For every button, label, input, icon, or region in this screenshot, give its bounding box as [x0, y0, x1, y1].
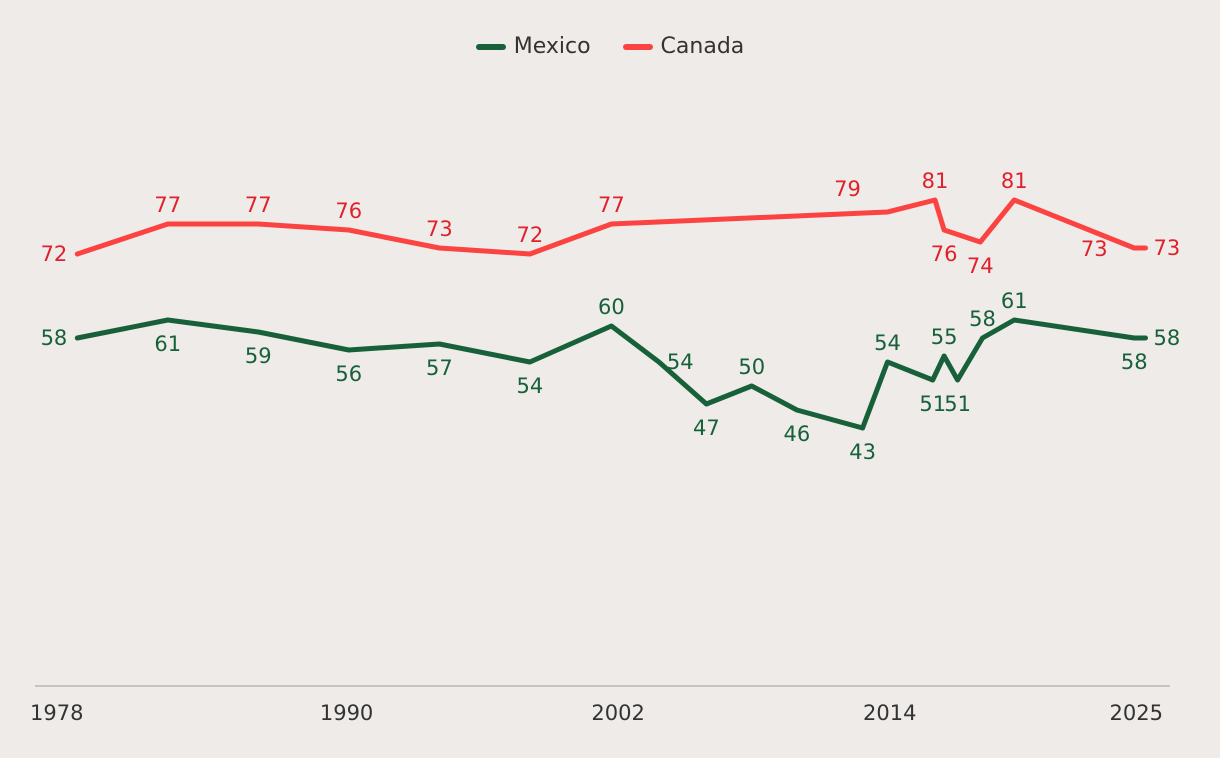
legend-swatch-canada — [622, 43, 653, 50]
data-label-mexico: 58 — [1121, 350, 1148, 374]
data-label-mexico: 50 — [738, 355, 765, 379]
x-tick-label: 1990 — [320, 701, 373, 725]
data-label-canada: 81 — [1001, 169, 1028, 193]
data-label-canada: 72 — [41, 242, 68, 266]
data-label-mexico: 43 — [849, 440, 876, 464]
data-label-mexico: 55 — [931, 325, 958, 349]
data-label-canada: 77 — [154, 193, 181, 217]
data-label-mexico: 54 — [874, 331, 901, 355]
data-label-canada: 72 — [517, 223, 544, 247]
legend-label-canada: Canada — [660, 34, 745, 59]
data-label-mexico: 59 — [245, 344, 272, 368]
data-label-mexico: 58 — [1154, 326, 1181, 350]
legend-item-mexico: Mexico — [475, 34, 591, 59]
data-label-mexico: 56 — [335, 362, 362, 386]
data-label-mexico: 51 — [944, 392, 971, 416]
data-label-mexico: 54 — [667, 350, 694, 374]
legend-item-canada: Canada — [622, 34, 745, 59]
data-label-canada: 79 — [834, 177, 861, 201]
x-tick-label: 2025 — [1110, 701, 1163, 725]
data-label-canada: 77 — [598, 193, 625, 217]
data-label-mexico: 46 — [784, 422, 811, 446]
data-label-mexico: 51 — [919, 392, 946, 416]
data-label-canada: 73 — [426, 217, 453, 241]
data-label-canada: 76 — [335, 199, 362, 223]
x-tick-label: 2002 — [591, 701, 644, 725]
data-label-mexico: 61 — [1001, 289, 1028, 313]
data-label-mexico: 58 — [41, 326, 68, 350]
series-line-mexico — [74, 317, 1148, 431]
data-label-mexico: 57 — [426, 356, 453, 380]
legend-swatch-mexico — [475, 43, 506, 50]
data-label-mexico: 58 — [969, 307, 996, 331]
x-tick-label: 2014 — [863, 701, 916, 725]
x-tick-label: 1978 — [30, 701, 83, 725]
data-label-mexico: 60 — [598, 295, 625, 319]
data-label-canada: 73 — [1154, 236, 1181, 260]
legend-label-mexico: Mexico — [513, 34, 591, 59]
data-label-canada: 76 — [931, 242, 958, 266]
data-label-canada: 81 — [922, 169, 949, 193]
data-label-mexico: 54 — [517, 374, 544, 398]
data-label-canada: 74 — [967, 254, 994, 278]
data-label-canada: 77 — [245, 193, 272, 217]
legend: Mexico Canada — [0, 34, 1220, 59]
data-label-mexico: 61 — [154, 332, 181, 356]
data-label-canada: 73 — [1081, 237, 1108, 261]
data-label-mexico: 47 — [693, 416, 720, 440]
series-line-canada — [74, 197, 1148, 257]
